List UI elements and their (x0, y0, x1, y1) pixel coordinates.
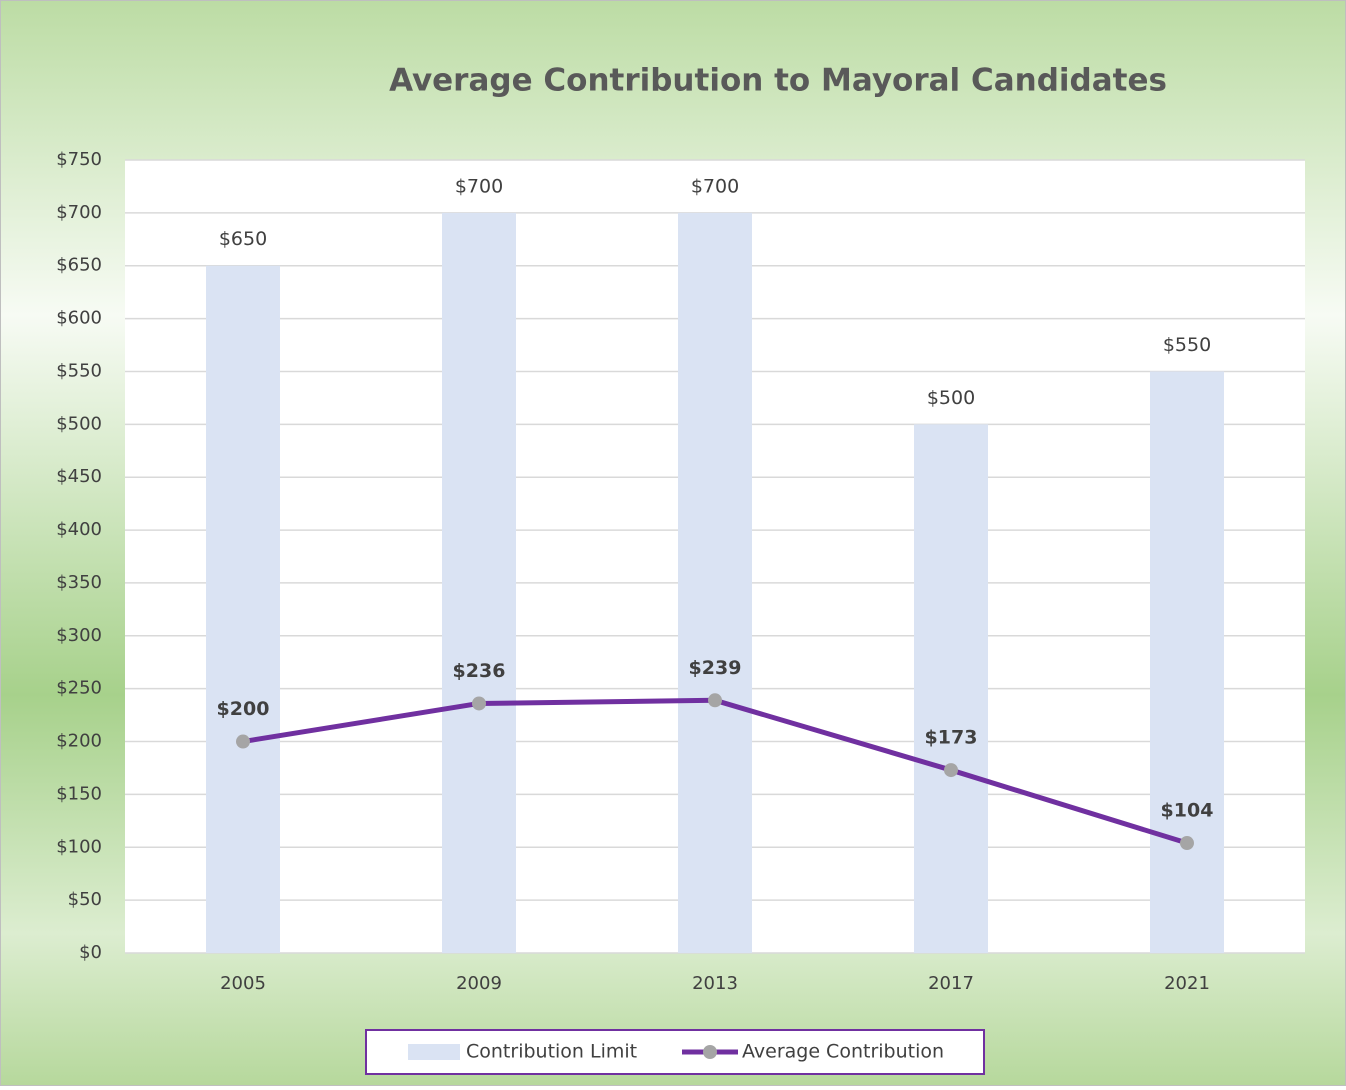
bar-value-label: $550 (1163, 334, 1211, 356)
line-value-label: $173 (925, 727, 978, 749)
line-marker (472, 696, 486, 711)
y-tick-label: $400 (56, 519, 102, 540)
bar-value-label: $650 (219, 228, 267, 250)
bar (678, 212, 752, 953)
y-tick-label: $350 (56, 572, 102, 593)
bar (1150, 371, 1224, 953)
x-tick-label: 2009 (456, 973, 502, 994)
legend-label: Average Contribution (742, 1041, 944, 1063)
x-tick-label: 2021 (1164, 973, 1210, 994)
legend (365, 1029, 985, 1075)
x-tick-label: 2013 (692, 973, 738, 994)
y-tick-label: $450 (56, 466, 102, 487)
y-tick-label: $200 (56, 731, 102, 752)
line-marker (708, 693, 722, 708)
line-marker (236, 734, 250, 749)
y-tick-label: $250 (56, 678, 102, 699)
y-tick-label: $750 (56, 149, 102, 170)
bar-value-label: $500 (927, 387, 975, 409)
y-tick-label: $500 (56, 413, 102, 434)
bar-value-label: $700 (455, 175, 503, 197)
y-tick-label: $300 (56, 625, 102, 646)
line-value-label: $104 (1161, 800, 1214, 822)
line-value-label: $239 (689, 657, 742, 679)
y-tick-label: $50 (68, 889, 102, 910)
y-tick-label: $600 (56, 308, 102, 329)
line-marker (944, 763, 958, 778)
y-tick-label: $150 (56, 783, 102, 804)
y-tick-label: $550 (56, 360, 102, 381)
y-tick-label: $700 (56, 202, 102, 223)
bar (206, 265, 280, 953)
legend-marker (703, 1045, 717, 1059)
x-tick-label: 2005 (220, 973, 266, 994)
legend-swatch (408, 1044, 460, 1060)
chart-title: Average Contribution to Mayoral Candidat… (389, 63, 1167, 99)
y-tick-label: $0 (79, 942, 102, 963)
line-value-label: $236 (453, 660, 506, 682)
legend-label: Contribution Limit (466, 1041, 637, 1063)
bar (914, 424, 988, 953)
bar (442, 212, 516, 953)
y-tick-label: $100 (56, 836, 102, 857)
line-marker (1180, 836, 1194, 851)
line-value-label: $200 (217, 698, 270, 720)
x-tick-label: 2017 (928, 973, 974, 994)
bar-value-label: $700 (691, 175, 739, 197)
y-tick-label: $650 (56, 255, 102, 276)
